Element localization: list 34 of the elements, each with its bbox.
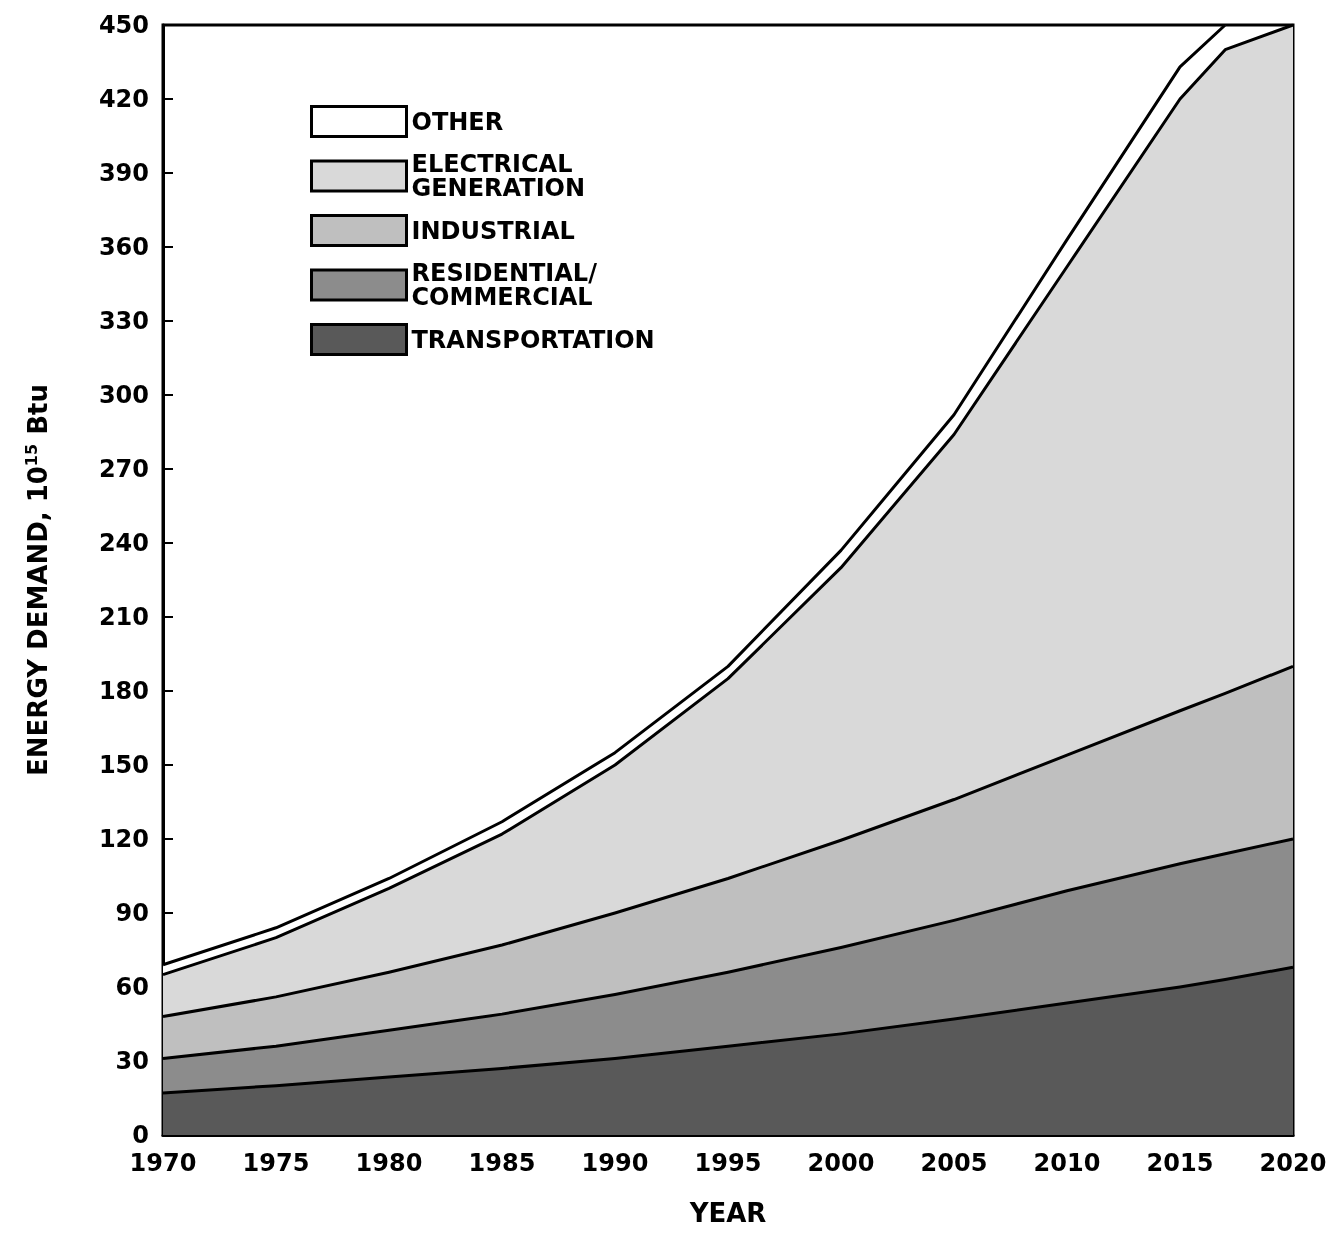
legend-label: RESIDENTIAL/ COMMERCIAL xyxy=(411,259,606,311)
x-tick-label: 2015 xyxy=(1146,1149,1214,1177)
y-tick-label: 300 xyxy=(98,381,149,409)
x-tick-label: 1985 xyxy=(468,1149,536,1177)
x-tick-label: 1990 xyxy=(581,1149,649,1177)
y-tick-label: 420 xyxy=(98,85,149,113)
legend-label: INDUSTRIAL xyxy=(411,216,575,245)
x-tick-label: 2020 xyxy=(1259,1149,1327,1177)
y-tick-label: 0 xyxy=(132,1121,149,1149)
x-tick-label: 1975 xyxy=(242,1149,310,1177)
x-tick-label: 2000 xyxy=(807,1149,875,1177)
y-tick-label: 120 xyxy=(98,825,149,853)
y-tick-label: 210 xyxy=(98,603,149,631)
y-tick-label: 60 xyxy=(115,973,149,1001)
y-tick-label: 330 xyxy=(98,307,149,335)
x-tick-label: 1995 xyxy=(694,1149,762,1177)
y-tick-label: 390 xyxy=(98,159,149,187)
y-tick-label: 30 xyxy=(115,1047,149,1075)
y-tick-label: 180 xyxy=(98,677,149,705)
legend-label: TRANSPORTATION xyxy=(411,325,655,354)
x-axis-title: YEAR xyxy=(688,1198,767,1228)
legend-label: ELECTRICAL GENERATION xyxy=(411,150,586,202)
x-tick-label: 1980 xyxy=(355,1149,423,1177)
y-tick-label: 150 xyxy=(98,751,149,779)
y-tick-label: 360 xyxy=(98,233,149,261)
y-tick-label: 270 xyxy=(98,455,149,483)
legend-label: OTHER xyxy=(411,107,504,136)
y-tick-label: 450 xyxy=(98,11,149,39)
x-tick-label: 1970 xyxy=(129,1149,197,1177)
x-tick-label: 2005 xyxy=(920,1149,988,1177)
y-tick-label: 90 xyxy=(115,899,149,927)
y-tick-label: 240 xyxy=(98,529,149,557)
x-tick-label: 2010 xyxy=(1033,1149,1101,1177)
y-axis-title: ENERGY DEMAND, 1015 Btu xyxy=(21,384,53,776)
